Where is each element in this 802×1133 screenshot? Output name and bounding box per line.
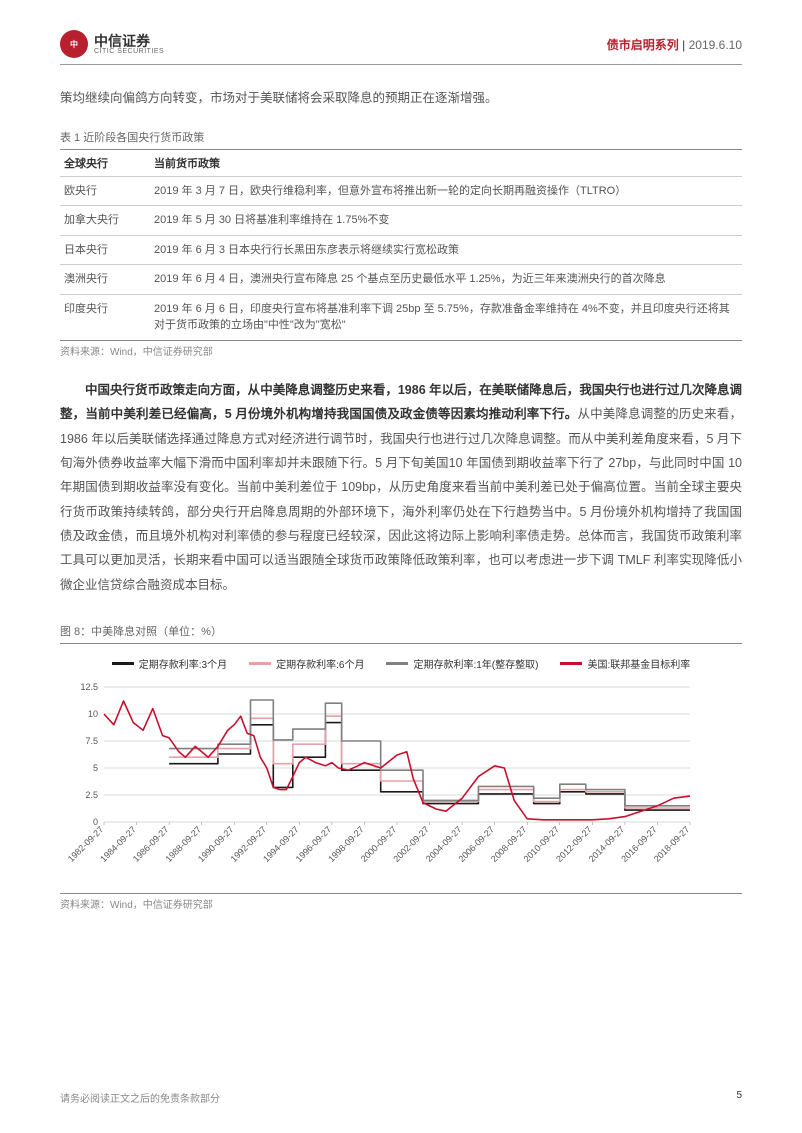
series-title: 债市启明系列 [607,38,679,52]
figure-source: 资料来源：Wind，中信证券研究部 [60,896,742,911]
table-cell: 2019 年 6 月 4 日，澳洲央行宣布降息 25 个基点至历史最低水平 1.… [150,265,742,295]
report-date: 2019.6.10 [689,38,742,52]
legend-item: 定期存款利率:3个月 [112,656,227,671]
legend-item: 定期存款利率:1年(整存整取) [386,656,538,671]
legend-swatch [249,662,271,665]
table-source: 资料来源：Wind，中信证券研究部 [60,343,742,358]
svg-text:7.5: 7.5 [85,736,98,746]
legend-swatch [386,662,408,665]
logo-block: 中 中信证券 CITIC SECURITIES [60,30,164,58]
logo-text-en: CITIC SECURITIES [94,48,164,55]
table-row: 加拿大央行2019 年 5 月 30 日将基准利率维持在 1.75%不变 [60,206,742,236]
table-cell: 加拿大央行 [60,206,150,236]
table-cell: 澳洲央行 [60,265,150,295]
legend-item: 美国:联邦基金目标利率 [560,656,690,671]
logo-icon: 中 [60,30,88,58]
table-cell: 日本央行 [60,235,150,265]
page-footer: 请务必阅读正文之后的免责条款部分 5 [60,1090,742,1105]
body-rest: 从中美降息调整的历史来看，1986 年以后美联储选择通过降息方式对经济进行调节时… [60,407,742,592]
svg-text:2.5: 2.5 [85,790,98,800]
page-header: 中 中信证券 CITIC SECURITIES 债市启明系列 | 2019.6.… [60,30,742,65]
table-row: 澳洲央行2019 年 6 月 4 日，澳洲央行宣布降息 25 个基点至历史最低水… [60,265,742,295]
table-caption: 表 1 近阶段各国央行货币政策 [60,129,742,145]
logo-text-cn: 中信证券 [94,34,164,48]
table-row: 欧央行2019 年 3 月 7 日，欧央行维稳利率，但意外宣布将推出新一轮的定向… [60,176,742,206]
figure-caption: 图 8：中美降息对照（单位：%） [60,623,742,644]
legend-swatch [112,662,134,665]
table-cell: 欧央行 [60,176,150,206]
legend-label: 定期存款利率:3个月 [139,656,227,671]
legend-item: 定期存款利率:6个月 [249,656,364,671]
header-meta: 债市启明系列 | 2019.6.10 [607,36,742,53]
legend-swatch [560,662,582,665]
table-cell: 2019 年 6 月 6 日，印度央行宣布将基准利率下调 25bp 至 5.75… [150,294,742,340]
body-paragraph: 中国央行货币政策走向方面，从中美降息调整历史来看，1986 年以后，在美联储降息… [60,378,742,597]
svg-text:5: 5 [93,763,98,773]
svg-text:10: 10 [88,709,98,719]
policy-table: 全球央行 当前货币政策 欧央行2019 年 3 月 7 日，欧央行维稳利率，但意… [60,149,742,341]
svg-text:12.5: 12.5 [80,682,98,692]
footer-disclaimer: 请务必阅读正文之后的免责条款部分 [60,1090,220,1105]
line-chart: 02.557.51012.51982-09-271984-09-271986-0… [60,677,700,887]
header-separator: | [679,38,689,52]
table-row: 印度央行2019 年 6 月 6 日，印度央行宣布将基准利率下调 25bp 至 … [60,294,742,340]
table-header-0: 全球央行 [60,149,150,176]
chart-legend: 定期存款利率:3个月 定期存款利率:6个月 定期存款利率:1年(整存整取) 美国:联邦… [60,656,742,671]
table-header-1: 当前货币政策 [150,149,742,176]
table-cell: 2019 年 5 月 30 日将基准利率维持在 1.75%不变 [150,206,742,236]
legend-label: 定期存款利率:1年(整存整取) [413,656,538,671]
table-cell: 印度央行 [60,294,150,340]
table-cell: 2019 年 3 月 7 日，欧央行维稳利率，但意外宣布将推出新一轮的定向长期再… [150,176,742,206]
page-number: 5 [736,1090,742,1105]
chart-container: 定期存款利率:3个月 定期存款利率:6个月 定期存款利率:1年(整存整取) 美国:联邦… [60,648,742,891]
legend-label: 定期存款利率:6个月 [276,656,364,671]
table-row: 日本央行2019 年 6 月 3 日本央行行长黑田东彦表示将继续实行宽松政策 [60,235,742,265]
intro-paragraph: 策均继续向偏鸽方向转变，市场对于美联储将会采取降息的预期正在逐渐增强。 [60,87,742,111]
table-cell: 2019 年 6 月 3 日本央行行长黑田东彦表示将继续实行宽松政策 [150,235,742,265]
legend-label: 美国:联邦基金目标利率 [587,656,690,671]
